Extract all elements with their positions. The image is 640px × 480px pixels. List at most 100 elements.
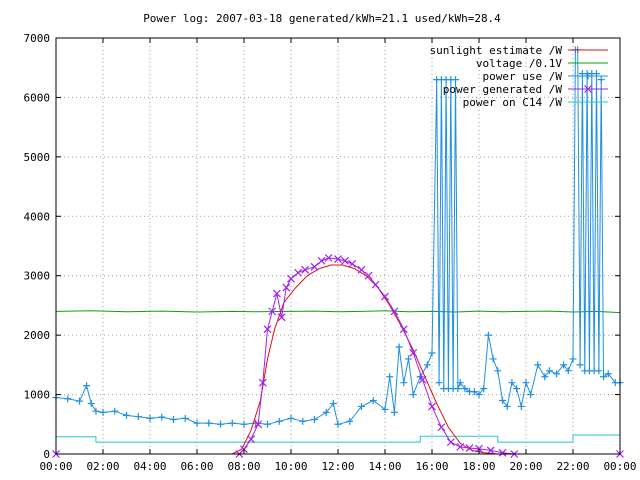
- series-power-use-w-point: [381, 405, 389, 413]
- series-power-use-w-point: [346, 417, 354, 425]
- series-power-use-w-point: [405, 355, 412, 363]
- series-power-use-w-point: [386, 373, 394, 381]
- series-power-generated-w-point: [399, 325, 408, 334]
- series-power-use-w-point: [517, 402, 525, 410]
- series-power-use-w-point: [87, 399, 95, 407]
- series-power-use-w-point: [240, 420, 248, 428]
- series-power-use-w-point: [534, 361, 542, 369]
- series-power-generated-w-point: [287, 274, 295, 283]
- y-tick-label: 0: [43, 448, 50, 461]
- series-power-use-w-point: [553, 370, 561, 378]
- series-power-use-w-point: [604, 370, 612, 378]
- series-power-use-w-point: [123, 411, 130, 419]
- x-tick-label: 20:00: [509, 460, 542, 473]
- series-power-generated-w-point: [301, 265, 310, 274]
- series-power-generated-w-point: [341, 256, 349, 265]
- series-voltage-0-1v-line: [55, 310, 621, 314]
- series-power-use-w-point: [275, 417, 283, 425]
- series-power-generated-w-point: [258, 378, 267, 387]
- legend-marker: [584, 72, 592, 80]
- series-power-use-w-point: [452, 76, 459, 84]
- series-power-use-w-point: [470, 388, 478, 396]
- series-power-generated-w-point: [254, 420, 263, 429]
- series-power-generated-w: [52, 253, 624, 458]
- y-tick-label: 1000: [24, 389, 51, 402]
- series-power-generated-w-point: [486, 446, 495, 455]
- y-tick-label: 6000: [24, 91, 51, 104]
- series-power-use-w-point: [358, 402, 365, 410]
- y-tick-label: 7000: [24, 32, 51, 45]
- series-voltage-0-1v: [55, 310, 621, 314]
- legend-label: power generated /W: [443, 83, 563, 96]
- series-power-use-w-point: [513, 385, 521, 393]
- y-tick-label: 4000: [24, 210, 51, 223]
- chart-title: Power log: 2007-03-18 generated/kWh=21.1…: [143, 12, 501, 25]
- legend-label: sunlight estimate /W: [430, 44, 563, 57]
- series-power-use-w-point: [146, 414, 154, 422]
- y-tick-label: 2000: [24, 329, 51, 342]
- series-power-use-w-point: [475, 391, 483, 399]
- series-power-generated-w-point: [498, 448, 507, 457]
- grid: [56, 38, 620, 454]
- x-tick-label: 16:00: [415, 460, 448, 473]
- series-power-use-w-point: [170, 416, 177, 424]
- series-power-generated-w-point: [418, 375, 427, 384]
- series-power-use-w-point: [484, 331, 492, 339]
- series-power-use-w-point: [329, 399, 337, 407]
- series-power-use-w-point: [527, 391, 535, 399]
- legend-label: power use /W: [483, 70, 563, 83]
- series-power-generated-w-point: [277, 313, 286, 322]
- series-power-use-w-point: [134, 413, 142, 421]
- x-tick-label: 14:00: [368, 460, 401, 473]
- x-tick-label: 18:00: [462, 460, 495, 473]
- series-power-use-w-point: [322, 408, 330, 416]
- legend-marker: [584, 85, 592, 93]
- series-power-use-w-point: [600, 373, 608, 381]
- series-power-generated-w-point: [456, 442, 465, 451]
- series-power-use-w-point: [334, 420, 342, 428]
- series-power-generated-w-point: [294, 268, 302, 277]
- series-power-use-w-point: [99, 408, 107, 416]
- series-power-generated-w-point: [334, 255, 342, 263]
- series-power-on-c14-w-line: [56, 434, 620, 443]
- series-power-use-w-point: [409, 391, 417, 399]
- series-power-use-w-point: [217, 420, 224, 428]
- series-layer: [52, 46, 624, 458]
- x-tick-label: 02:00: [86, 460, 119, 473]
- series-power-use-w-point: [576, 361, 584, 369]
- series-power-use-w-point: [395, 343, 403, 351]
- series-power-generated-w-point: [357, 265, 366, 274]
- series-power-use-w-point: [480, 385, 488, 393]
- series-power-generated-w-point: [465, 444, 474, 452]
- series-power-generated-w-point: [381, 292, 389, 301]
- series-power-use-w-point: [461, 385, 469, 393]
- series-power-use-w-point: [435, 379, 443, 387]
- series-power-use-w-point: [287, 414, 295, 422]
- series-power-generated-w-point: [263, 325, 272, 334]
- series-power-use-w-point: [83, 382, 91, 390]
- legend-label: voltage /0.1V: [476, 57, 562, 70]
- series-power-use-w-point: [193, 419, 201, 427]
- x-tick-label: 22:00: [556, 460, 589, 473]
- series-power-use-w-point: [597, 76, 605, 84]
- series-power-use-w-point: [569, 355, 577, 363]
- series-power-use-w-point: [494, 367, 502, 375]
- series-power-use-w-point: [111, 407, 119, 415]
- series-power-use-w-point: [546, 367, 553, 375]
- x-tick-label: 10:00: [274, 460, 307, 473]
- x-tick-label: 08:00: [227, 460, 260, 473]
- series-power-generated-w-point: [428, 402, 436, 411]
- series-power-generated-w-point: [475, 444, 483, 453]
- series-power-use-w-point: [228, 419, 236, 427]
- x-tick-label: 06:00: [180, 460, 213, 473]
- series-power-use-w-point: [299, 417, 307, 425]
- axis-ticks: 0 1000 2000 3000 4000 5000 6000 7000 00:00 02:00 0…: [24, 32, 637, 473]
- x-tick-label: 04:00: [133, 460, 166, 473]
- series-power-on-c14-w: [56, 434, 620, 443]
- series-power-use-w-point: [158, 413, 166, 421]
- series-power-generated-w-point: [364, 271, 373, 280]
- x-tick-label: 00:00: [603, 460, 636, 473]
- series-power-generated-w-point: [282, 283, 291, 292]
